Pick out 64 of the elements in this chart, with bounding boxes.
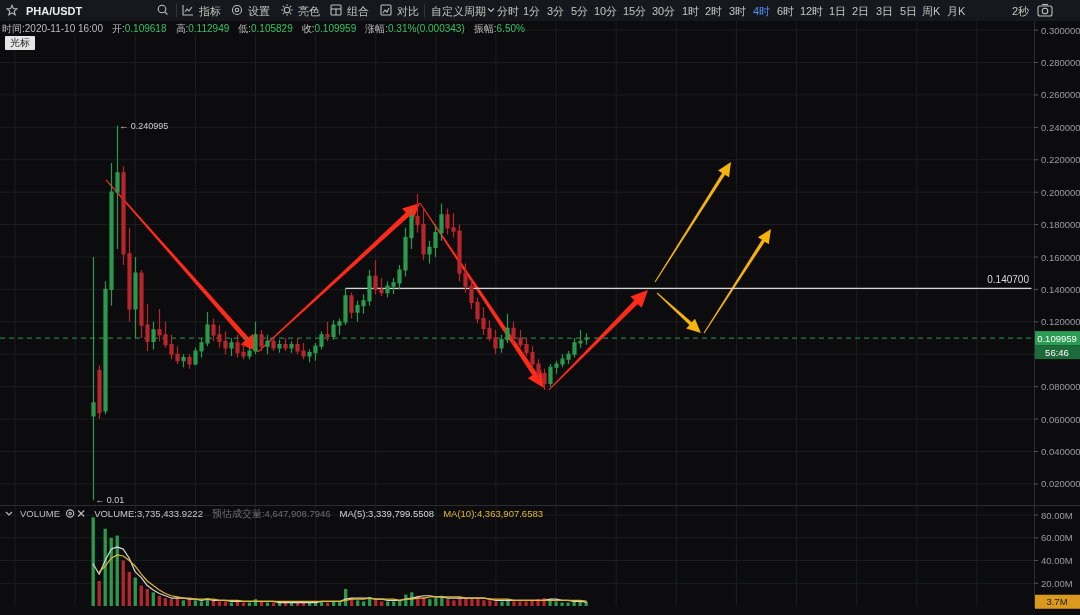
series-label: 0.140700	[987, 274, 1029, 286]
info: 低:0.105829	[238, 22, 293, 34]
toolbar-item: 6时	[777, 4, 795, 17]
toolbar-item: 12时	[800, 4, 824, 17]
tick-label: 20.00M	[1041, 577, 1073, 589]
tick-label: 0.300000	[1041, 24, 1080, 36]
toolbar-item: 月K	[947, 4, 966, 17]
note: ← 0.01	[95, 495, 125, 506]
toolbar-item: 3日	[876, 4, 894, 17]
toolbar-item: 2时	[705, 4, 723, 17]
title: PHA/USDT	[26, 4, 83, 17]
toolbar-item: 组合	[347, 4, 369, 17]
toolbar-item: 对比	[397, 4, 419, 17]
title: VOLUME	[20, 508, 61, 519]
annotation: 光标	[10, 37, 30, 48]
info: 振幅:6.50%	[473, 22, 525, 34]
toolbar-item: 15分	[623, 4, 647, 17]
legend-item: MA(10):4,363,907.6583	[443, 508, 543, 519]
header-note: 预估成交量:4,647,908.7946	[211, 508, 331, 519]
tick-label: 0.200000	[1041, 186, 1080, 198]
toolbar-item: 2日	[852, 4, 870, 17]
info: 涨幅:0.31%(0.000343)	[365, 22, 465, 34]
toolbar-item: 1时	[682, 4, 700, 17]
tick-label: 80.00M	[1041, 509, 1073, 521]
tick-label: 0.060000	[1041, 413, 1080, 425]
info: 高:0.112949	[175, 22, 230, 34]
tick-label: 60.00M	[1041, 532, 1073, 544]
toolbar-item: 分时	[497, 4, 519, 17]
tick-label: 0.140000	[1041, 283, 1080, 295]
toolbar-item: 指标	[199, 4, 221, 17]
info: 时间:2020-11-10 16:00	[2, 22, 103, 34]
tick-label: 0.160000	[1041, 251, 1080, 263]
info: 收:0.109959	[301, 22, 357, 34]
toolbar-item: 3分	[547, 4, 565, 17]
toolbar-item: 1日	[829, 4, 847, 17]
tick-label: 0.220000	[1041, 154, 1080, 166]
header-note: VOLUME:3,735,433.9222	[94, 508, 203, 519]
toolbar-item: 3时	[729, 4, 747, 17]
toolbar-item: 亮色	[298, 4, 320, 17]
price-tag: 0.109959	[1035, 331, 1080, 346]
toolbar-item: 自定义周期	[431, 4, 486, 17]
tick-label: 0.080000	[1041, 381, 1080, 393]
toolbar-item: 5日	[900, 4, 918, 17]
toolbar-item: 设置	[248, 4, 270, 17]
tick-label: 0.260000	[1041, 89, 1080, 101]
countdown-tag: 56:46	[1035, 345, 1080, 360]
toolbar-item: 10分	[594, 4, 618, 17]
tick-label: 0.120000	[1041, 316, 1080, 328]
toolbar-item: 1分	[523, 4, 541, 17]
cursor-button: 光标	[5, 36, 35, 50]
tick-label: 0.180000	[1041, 219, 1080, 231]
toolbar-item: 2秒	[1012, 4, 1030, 17]
tick-label: 40.00M	[1041, 555, 1073, 567]
tick-label: 0.020000	[1041, 478, 1080, 490]
toolbar-item: 30分	[652, 4, 676, 17]
toolbar-item: 5分	[571, 4, 589, 17]
toolbar-item: 4时	[753, 4, 771, 17]
info: 开:0.109618	[112, 22, 167, 34]
toolbar-item: 周K	[922, 4, 941, 17]
note: ← 0.240995	[119, 120, 169, 131]
legend-item: MA(5):3,339,799.5508	[339, 508, 435, 519]
tick-label: 0.040000	[1041, 446, 1080, 457]
tick-label: 0.240000	[1041, 121, 1080, 133]
tick-label: 0.280000	[1041, 57, 1080, 68]
